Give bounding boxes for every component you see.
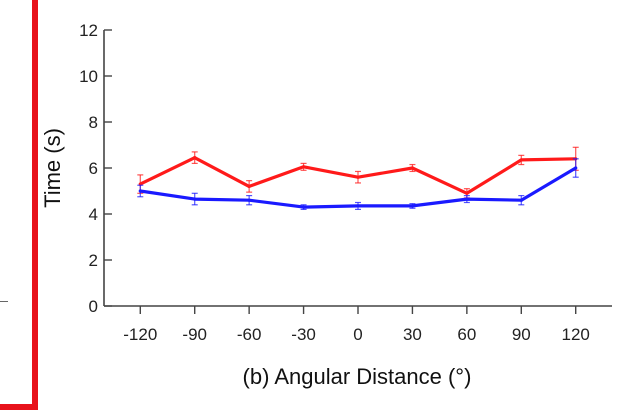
data-point — [247, 184, 251, 188]
y-tick-label: 6 — [89, 159, 98, 178]
adjacent-panel-tick — [0, 301, 8, 302]
data-point — [574, 166, 578, 170]
x-tick-label: 30 — [403, 325, 422, 344]
y-tick-label: 2 — [89, 251, 98, 270]
series-1 — [137, 146, 579, 199]
x-tick-label: -60 — [237, 325, 262, 344]
data-point — [193, 197, 197, 201]
y-axis-title: Time (s) — [40, 128, 65, 208]
series-layer — [137, 146, 579, 210]
data-point — [465, 197, 469, 201]
x-tick-label: 90 — [512, 325, 531, 344]
x-tick-label: 120 — [562, 325, 590, 344]
red-highlight-frame — [0, 0, 38, 410]
y-tick-label: 4 — [89, 205, 98, 224]
data-point — [247, 198, 251, 202]
x-tick-label: 0 — [353, 325, 362, 344]
axes: 0 2 4 6 8 10 12 -120 -90 -60 -30 0 30 60 90 120 — [79, 21, 612, 344]
data-point — [138, 189, 142, 193]
x-axis-title: (b) Angular Distance (°) — [243, 364, 472, 389]
x-tick-label: -90 — [182, 325, 207, 344]
data-point — [193, 156, 197, 160]
data-point — [410, 166, 415, 170]
data-point — [301, 205, 306, 209]
x-tick-label: 60 — [457, 325, 476, 344]
data-point — [410, 204, 415, 208]
x-tick-label: -30 — [291, 325, 316, 344]
data-point — [356, 175, 360, 179]
data-point — [519, 198, 523, 202]
y-tick-label: 10 — [79, 67, 98, 86]
data-point — [356, 204, 360, 208]
data-point — [465, 191, 469, 195]
series-2 — [137, 158, 579, 210]
y-tick-label: 12 — [79, 21, 98, 40]
data-point — [519, 158, 523, 162]
y-tick-label: 8 — [89, 113, 98, 132]
y-tick-label: 0 — [89, 297, 98, 316]
data-point — [301, 165, 306, 169]
x-tick-label: -120 — [123, 325, 157, 344]
